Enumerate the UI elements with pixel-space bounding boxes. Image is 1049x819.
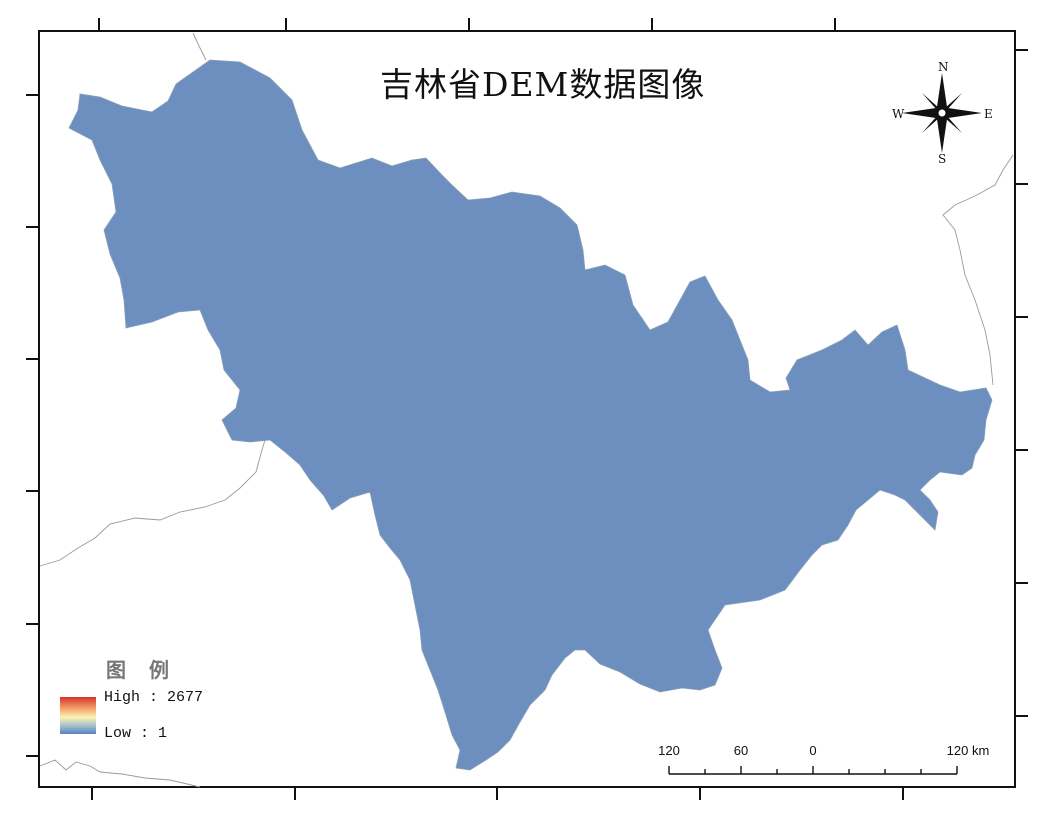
map-frame [38,30,1016,788]
scale-label-0: 0 [809,743,817,758]
frame-ticks [26,18,1028,800]
north-arrow-icon: N S E W [892,60,993,166]
scale-label-120-km: 120 km [946,743,990,758]
legend-color-ramp [60,697,96,734]
compass-w: W [892,107,905,121]
neighbor-boundaries [39,32,1014,788]
scale-label-120-left: 120 [658,743,680,758]
compass-e: E [984,107,993,121]
legend-title: 图 例 [106,658,177,682]
map-title: 吉林省DEM数据图像 [380,65,706,104]
scale-label-60: 60 [733,743,749,758]
compass-s: S [938,152,946,166]
scale-bar [668,766,958,775]
compass-n: N [938,60,949,74]
legend-low-label: Low : 1 [104,725,168,742]
legend-high-label: High : 2677 [104,689,204,706]
